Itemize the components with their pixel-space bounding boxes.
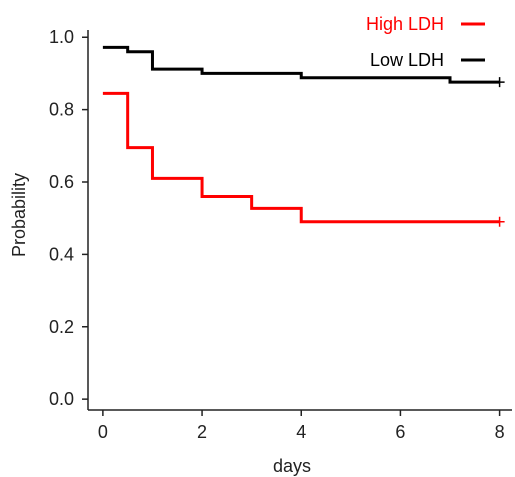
y-axis-label: Probability [9,173,29,257]
y-tick-label: 1.0 [49,27,74,47]
censor-mark-high-ldh [494,216,505,227]
series-line-low-ldh [102,45,500,84]
x-tick-label: 6 [395,422,405,442]
x-ticks: 0 2 4 6 8 [98,410,505,442]
legend-label-low-ldh: Low LDH [370,50,444,70]
x-tick-label: 4 [296,422,306,442]
y-tick-label: 0.4 [49,244,74,264]
plot-series [102,45,505,227]
y-ticks: 0.0 0.2 0.4 0.6 0.8 1.0 [49,27,88,409]
legend: High LDH Low LDH [366,14,485,70]
legend-label-high-ldh: High LDH [366,14,444,34]
x-tick-label: 0 [98,422,108,442]
x-tick-label: 8 [495,422,505,442]
censor-mark-low-ldh [494,77,505,88]
x-tick-label: 2 [197,422,207,442]
series-line-high-ldh [102,91,500,224]
y-tick-label: 0.8 [49,100,74,120]
x-axis-label: days [273,456,311,476]
y-tick-label: 0.6 [49,172,74,192]
y-tick-label: 0.2 [49,317,74,337]
y-tick-label: 0.0 [49,389,74,409]
